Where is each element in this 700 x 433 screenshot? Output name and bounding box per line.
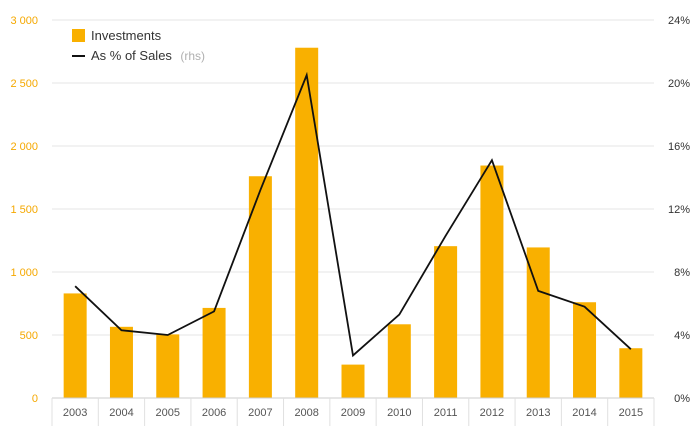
x-tick-label: 2009 [341, 407, 365, 419]
y-left-tick-label: 1 000 [10, 267, 38, 279]
x-tick-label: 2012 [480, 407, 504, 419]
y-right-tick-label: 0% [674, 393, 690, 405]
bar-investments [109, 326, 133, 398]
y-left-tick-label: 0 [32, 393, 38, 405]
y-left-tick-label: 1 500 [10, 204, 38, 216]
x-tick-label: 2006 [202, 407, 226, 419]
bar-investments [573, 302, 597, 398]
y-right-tick-label: 16% [668, 141, 690, 153]
bar-investments [526, 247, 550, 398]
bar-investments [341, 364, 365, 398]
x-tick-label: 2010 [387, 407, 411, 419]
legend: Investments As % of Sales (rhs) [72, 28, 205, 64]
bar-investments [202, 307, 226, 398]
x-tick-label: 2003 [63, 407, 87, 419]
bar-investments [480, 165, 504, 398]
y-right-tick-label: 8% [674, 267, 690, 279]
x-tick-label: 2005 [156, 407, 180, 419]
bar-investments [248, 176, 272, 398]
y-right-tick-label: 4% [674, 330, 690, 342]
y-left-tick-label: 500 [20, 330, 38, 342]
y-left-tick-label: 2 500 [10, 78, 38, 90]
y-left-tick-label: 2 000 [10, 141, 38, 153]
legend-label-investments: Investments [91, 28, 162, 43]
bar-investments [295, 47, 319, 398]
x-tick-label: 2007 [248, 407, 272, 419]
legend-swatch-investments [72, 29, 85, 42]
y-right-tick-label: 24% [668, 15, 690, 27]
y-right-tick-label: 12% [668, 204, 690, 216]
legend-label-sales-pct-suffix: (rhs) [180, 49, 205, 63]
x-tick-label: 2011 [434, 407, 458, 419]
bar-investments [156, 334, 180, 398]
x-tick-label: 2013 [526, 407, 550, 419]
x-tick-label: 2015 [619, 407, 643, 419]
line-series [74, 71, 632, 358]
gridlines [52, 19, 654, 336]
bar-investments [387, 324, 411, 398]
x-tick-label: 2008 [294, 407, 318, 419]
line-sales-pct [74, 71, 632, 358]
bar-investments [434, 246, 458, 398]
y-left-tick-label: 3 000 [10, 15, 38, 27]
x-tick-label: 2004 [109, 407, 133, 419]
axes: 0 500 1 000 1 500 2 000 2 500 3 000 0% 4% 8% 12% 16… [10, 15, 690, 426]
y-right-tick-label: 20% [668, 78, 690, 90]
bars [63, 47, 643, 398]
legend-label-sales-pct: As % of Sales (rhs) [91, 47, 205, 64]
bar-investments [619, 348, 643, 398]
legend-label-sales-pct-main: As % of Sales [91, 48, 172, 63]
x-tick-label: 2014 [572, 407, 596, 419]
bar-investments [63, 293, 87, 398]
